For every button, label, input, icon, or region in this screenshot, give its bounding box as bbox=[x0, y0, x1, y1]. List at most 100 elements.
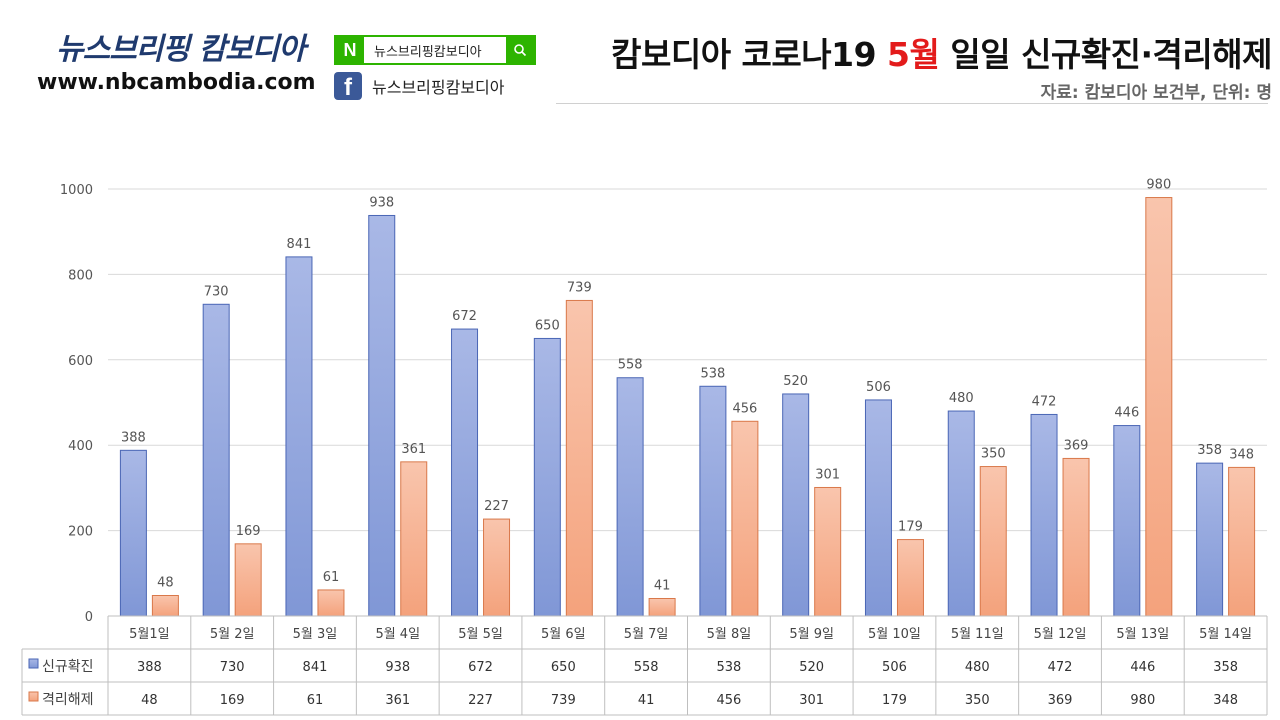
x-tick-label: 5월 14일 bbox=[1199, 627, 1252, 642]
table-cell: 369 bbox=[1048, 693, 1073, 708]
bar-released bbox=[1062, 457, 1090, 617]
data-label: 369 bbox=[1064, 438, 1089, 453]
naver-search-box[interactable]: N 뉴스브리핑캄보디아 bbox=[334, 35, 536, 65]
legend-key-released bbox=[28, 691, 39, 702]
bar-released bbox=[483, 518, 511, 617]
table-cell: 506 bbox=[882, 660, 907, 675]
bar-released bbox=[565, 299, 593, 617]
data-label: 980 bbox=[1146, 178, 1171, 193]
table-cell: 538 bbox=[716, 660, 741, 675]
data-label: 472 bbox=[1032, 394, 1057, 409]
title-before: 캄보디아 코로나19 bbox=[611, 35, 888, 74]
data-label: 179 bbox=[898, 520, 923, 535]
table-cell: 179 bbox=[882, 693, 907, 708]
bar-confirmed bbox=[616, 377, 644, 617]
data-label: 558 bbox=[618, 358, 643, 373]
x-tick-label: 5월 4일 bbox=[375, 627, 420, 642]
bar-confirmed bbox=[1030, 413, 1058, 617]
data-label: 841 bbox=[287, 237, 312, 252]
data-label: 169 bbox=[236, 524, 261, 539]
data-label: 730 bbox=[204, 284, 229, 299]
bar-released bbox=[400, 461, 428, 617]
data-label: 456 bbox=[732, 401, 757, 416]
bar-confirmed bbox=[285, 256, 313, 617]
page-title: 캄보디아 코로나19 5월 일일 신규확진·격리해제 bbox=[611, 28, 1272, 76]
table-cell: 472 bbox=[1048, 660, 1073, 675]
title-highlight: 5월 bbox=[887, 35, 940, 74]
table-cell: 227 bbox=[468, 693, 493, 708]
bar-confirmed bbox=[533, 337, 561, 617]
data-label: 520 bbox=[783, 374, 808, 389]
data-label: 506 bbox=[866, 380, 891, 395]
data-label: 48 bbox=[157, 576, 174, 591]
x-tick-label: 5월 11일 bbox=[951, 627, 1004, 642]
data-label: 538 bbox=[700, 366, 725, 381]
table-cell: 61 bbox=[307, 693, 324, 708]
table-cell: 558 bbox=[634, 660, 659, 675]
data-label: 388 bbox=[121, 430, 146, 445]
data-label: 227 bbox=[484, 499, 509, 514]
bar-released bbox=[151, 595, 179, 617]
data-label: 361 bbox=[401, 442, 426, 457]
bars bbox=[119, 197, 1256, 617]
x-tick-label: 5월 13일 bbox=[1116, 627, 1169, 642]
facebook-link[interactable]: f 뉴스브리핑캄보디아 bbox=[334, 72, 504, 100]
x-tick-label: 5월 9일 bbox=[789, 627, 834, 642]
source-note: 자료: 캄보디아 보건부, 단위: 명 bbox=[1040, 83, 1272, 103]
data-label: 358 bbox=[1197, 443, 1222, 458]
bar-released bbox=[814, 486, 842, 617]
header-divider bbox=[556, 103, 1268, 104]
table-cell: 456 bbox=[716, 693, 741, 708]
table-cell: 520 bbox=[799, 660, 824, 675]
bar-confirmed bbox=[451, 328, 479, 617]
table-cell: 730 bbox=[220, 660, 245, 675]
bar-released bbox=[1228, 466, 1256, 617]
bar-confirmed bbox=[699, 385, 727, 617]
facebook-icon: f bbox=[334, 72, 362, 100]
table-cell: 650 bbox=[551, 660, 576, 675]
data-label: 650 bbox=[535, 318, 560, 333]
table-cell: 301 bbox=[799, 693, 824, 708]
data-table: 5월1일 388 48 5월 2일 730 169 5월 3일 841 61 5월 4일 938 36… bbox=[21, 615, 1268, 716]
table-cell: 980 bbox=[1130, 693, 1155, 708]
bar-confirmed bbox=[368, 214, 396, 617]
table-cell: 841 bbox=[303, 660, 328, 675]
data-label: 350 bbox=[981, 447, 1006, 462]
bar-confirmed bbox=[782, 393, 810, 617]
table-cell: 480 bbox=[965, 660, 990, 675]
bar-released bbox=[896, 539, 924, 617]
table-cell: 41 bbox=[638, 693, 655, 708]
bar-confirmed bbox=[947, 410, 975, 617]
table-cell: 388 bbox=[137, 660, 162, 675]
data-labels: 388 48 730 169 841 61 938 361 672 227 650 739 558 41 5… bbox=[121, 178, 1254, 594]
legend-label: 격리해제 bbox=[42, 692, 94, 708]
x-tick-label: 5월 8일 bbox=[707, 627, 752, 642]
bar-released bbox=[648, 597, 676, 617]
bar-confirmed bbox=[202, 303, 230, 617]
legend-key-confirmed bbox=[28, 658, 39, 669]
brand-url[interactable]: www.nbcambodia.com bbox=[37, 70, 316, 95]
naver-search-text[interactable]: 뉴스브리핑캄보디아 bbox=[374, 44, 482, 60]
x-tick-label: 5월 7일 bbox=[624, 627, 669, 642]
naver-logo-icon: N bbox=[336, 37, 364, 63]
data-label: 301 bbox=[815, 467, 840, 482]
search-icon[interactable] bbox=[506, 37, 534, 63]
y-tick-label: 800 bbox=[68, 268, 93, 283]
data-label: 672 bbox=[452, 309, 477, 324]
legend-label: 신규확진 bbox=[42, 659, 94, 675]
brand-name: 뉴스브리핑 캄보디아 bbox=[56, 32, 306, 67]
data-label: 348 bbox=[1229, 447, 1254, 462]
data-label: 739 bbox=[567, 280, 592, 295]
table-cell: 48 bbox=[141, 693, 158, 708]
bar-released bbox=[317, 589, 345, 617]
y-tick-label: 200 bbox=[68, 525, 93, 540]
table-cell: 348 bbox=[1213, 693, 1238, 708]
x-tick-label: 5월 2일 bbox=[210, 627, 255, 642]
data-label: 938 bbox=[369, 195, 394, 210]
bar-confirmed bbox=[1196, 462, 1224, 617]
y-tick-label: 0 bbox=[85, 610, 93, 625]
table-cell: 739 bbox=[551, 693, 576, 708]
x-tick-label: 5월 3일 bbox=[293, 627, 338, 642]
x-tick-label: 5월 12일 bbox=[1034, 627, 1087, 642]
